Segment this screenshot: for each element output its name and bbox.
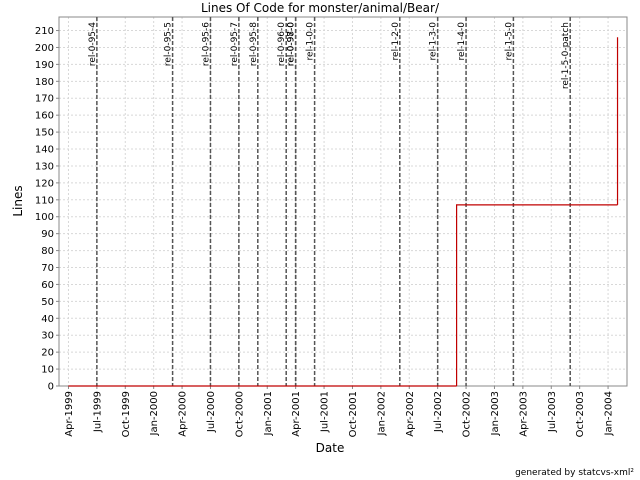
y-tick-label: 130 <box>35 161 54 172</box>
release-label: rel-1-5-0 <box>504 22 514 61</box>
release-label: rel-1-3-0 <box>429 22 439 61</box>
y-tick-label: 40 <box>41 314 54 325</box>
y-axis-label: Lines <box>11 185 25 216</box>
x-tick-label: Jan-2001 <box>263 391 274 436</box>
x-tick-label: Jul-2003 <box>547 391 558 433</box>
release-label: rel-1-2-0 <box>391 22 401 61</box>
x-tick-label: Jan-2002 <box>376 391 387 436</box>
x-tick-label: Oct-1999 <box>121 391 132 437</box>
x-tick-label: Apr-2003 <box>518 391 529 437</box>
y-tick-label: 190 <box>35 60 54 71</box>
y-tick-label: 10 <box>41 365 54 376</box>
release-label: rel-1-5-0-patch <box>561 22 571 89</box>
y-tick-label: 20 <box>41 348 54 359</box>
release-label: rel-0-95-8 <box>249 22 259 66</box>
x-tick-label: Jul-2000 <box>206 391 217 433</box>
step-line <box>456 204 618 386</box>
x-tick-label: Jan-2004 <box>604 391 615 436</box>
y-tick-label: 110 <box>35 195 54 206</box>
x-axis-label: Date <box>316 441 345 455</box>
release-label: rel-0-95-6 <box>201 22 211 66</box>
release-label: rel-0-97-0 <box>287 22 297 66</box>
x-tick-label: Jan-2000 <box>149 391 160 436</box>
x-tick-label: Apr-2001 <box>291 391 302 437</box>
release-label: rel-1-0-0 <box>306 22 316 61</box>
x-tick-label: Jul-1999 <box>92 391 103 433</box>
release-label: rel-0-96-0 <box>277 22 287 66</box>
x-tick-label: Apr-2002 <box>405 391 416 437</box>
y-tick-label: 30 <box>41 331 54 342</box>
x-tick-label: Oct-2001 <box>348 391 359 437</box>
y-tick-label: 140 <box>35 145 54 156</box>
y-tick-label: 150 <box>35 128 54 139</box>
release-label: rel-0-95-7 <box>230 22 240 66</box>
x-tick-label: Apr-1999 <box>64 391 75 437</box>
x-tick-label: Oct-2002 <box>462 391 473 437</box>
x-tick-label: Jan-2003 <box>490 391 501 436</box>
x-tick-label: Oct-2000 <box>234 391 245 437</box>
plot-border <box>58 16 628 387</box>
release-label: rel-0-95-5 <box>164 22 174 66</box>
x-tick-label: Apr-2000 <box>178 391 189 437</box>
y-tick-label: 0 <box>48 382 54 393</box>
chart-title: Lines Of Code for monster/animal/Bear/ <box>201 1 440 15</box>
y-tick-label: 50 <box>41 297 54 308</box>
x-tick-label: Jul-2002 <box>433 391 444 433</box>
y-tick-label: 70 <box>41 263 54 274</box>
y-tick-label: 210 <box>35 26 54 37</box>
y-tick-label: 80 <box>41 246 54 257</box>
release-label: rel-0-98-0 <box>287 22 297 66</box>
y-tick-label: 200 <box>35 43 54 54</box>
y-tick-label: 120 <box>35 178 54 189</box>
x-tick-label: Jul-2001 <box>320 391 331 433</box>
y-tick-label: 90 <box>41 229 54 240</box>
y-tick-label: 60 <box>41 280 54 291</box>
y-tick-label: 100 <box>35 212 54 223</box>
y-tick-label: 180 <box>35 77 54 88</box>
y-tick-label: 170 <box>35 94 54 105</box>
release-label: rel-1-4-0 <box>457 22 467 61</box>
y-tick-label: 160 <box>35 111 54 122</box>
footer: generated by statcvs-xml² <box>515 468 634 478</box>
release-label: rel-0-95-4 <box>88 22 98 66</box>
x-tick-label: Oct-2003 <box>575 391 586 437</box>
